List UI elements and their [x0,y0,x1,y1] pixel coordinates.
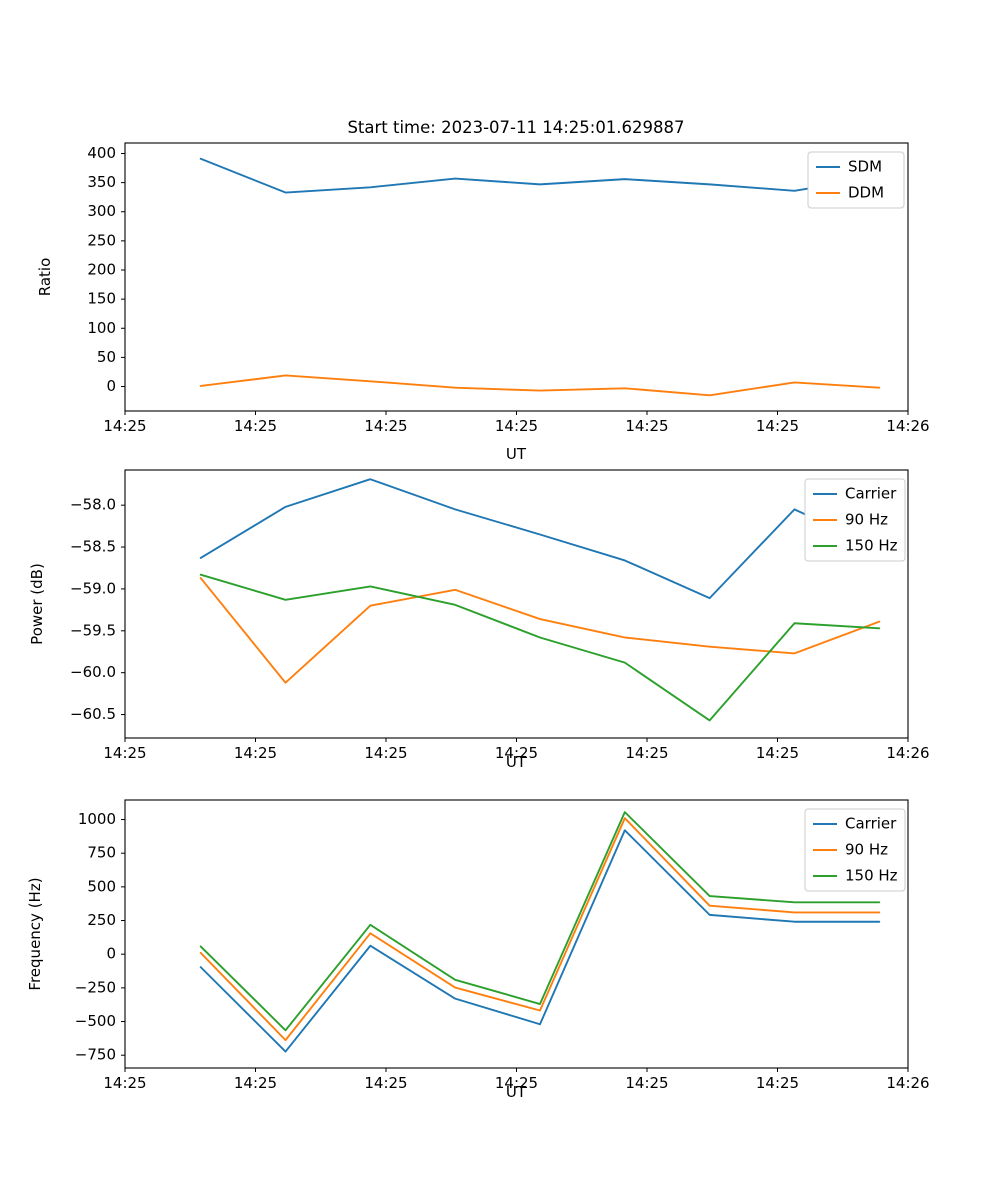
power-legend[interactable]: Carrier 90 Hz 150 Hz [804,478,906,562]
ratio-y-tick-label: 50 [97,348,116,366]
power-legend-label-90-hz: 90 Hz [845,511,888,529]
ratio-subplot: Start time: 2023-07-11 14:25:01.629887 0… [0,110,1000,470]
frequency-legend-label-carrier: Carrier [845,815,897,833]
ratio-series-sdm [199,157,881,194]
ratio-x-axis-label: UT [506,445,527,463]
ratio-y-tick-label: 400 [87,144,116,162]
ratio-y-tick-label: 250 [87,231,116,249]
power-series-carrier [199,478,881,600]
frequency-y-tick-label: 0 [106,945,116,963]
frequency-y-tick-label: 250 [87,911,116,929]
ratio-legend-label-ddm: DDM [848,184,884,202]
power-series-150-hz [199,573,881,722]
frequency-y-tick-label: −750 [75,1046,116,1064]
ratio-x-tick-label: 14:25 [103,417,146,435]
ratio-y-tick-label: 150 [87,290,116,308]
frequency-x-tick-label: 14:25 [495,1074,538,1092]
ratio-series-group [199,157,881,397]
power-y-tick-label: −59.5 [70,621,116,639]
ratio-x-tick-label: 14:25 [495,417,538,435]
frequency-x-tick-label: 14:25 [756,1074,799,1092]
power-series-90-hz [199,577,881,684]
ratio-y-tick-label: 200 [87,261,116,279]
power-x-axis-label: UT [506,753,527,771]
ratio-legend[interactable]: SDM DDM [807,151,905,209]
frequency-x-tick-label: 14:26 [886,1074,929,1092]
ratio-x-ticks: 14:25 14:25 14:25 14:25 14:25 14:25 14:26 [103,411,930,435]
power-x-tick-label: 14:26 [886,744,929,762]
ratio-x-tick-label: 14:25 [364,417,407,435]
power-x-tick-label: 14:25 [234,744,277,762]
power-y-tick-label: −60.5 [70,705,116,723]
frequency-y-tick-label: 1000 [78,810,116,828]
frequency-y-tick-label: 500 [87,877,116,895]
power-subplot: −60.5 −60.0 −59.5 −59.0 −58.5 −58.0 14:25 14:2… [0,440,1000,780]
power-x-tick-label: 14:25 [756,744,799,762]
frequency-series-group [199,811,881,1053]
frequency-y-tick-label: 750 [87,844,116,862]
frequency-legend-label-90-hz: 90 Hz [845,841,888,859]
power-legend-label-150-hz: 150 Hz [845,537,898,555]
frequency-subplot: −750 −500 −250 0 250 500 750 1000 14:25 14:25 14:… [0,765,1000,1145]
ratio-x-tick-label: 14:25 [625,417,668,435]
frequency-legend-label-150-hz: 150 Hz [845,867,898,885]
frequency-y-ticks: −750 −500 −250 0 250 500 750 1000 [75,810,125,1064]
ratio-y-tick-label: 100 [87,319,116,337]
power-y-axis-label: Power (dB) [28,563,46,645]
ratio-plot-svg: Start time: 2023-07-11 14:25:01.629887 0… [36,118,930,463]
frequency-axes-frame [124,799,909,1069]
ratio-y-tick-label: 300 [87,202,116,220]
frequency-x-tick-label: 14:25 [625,1074,668,1092]
ratio-x-tick-label: 14:25 [234,417,277,435]
power-axes-frame [124,469,909,739]
frequency-series-150-hz [199,811,881,1032]
power-series-group [199,478,881,722]
ratio-y-axis-label: Ratio [36,258,54,297]
ratio-x-tick-label: 14:25 [756,417,799,435]
power-y-ticks: −60.5 −60.0 −59.5 −59.0 −58.5 −58.0 [70,496,125,723]
frequency-series-90-hz [199,817,881,1042]
ratio-x-tick-label: 14:26 [886,417,929,435]
power-x-tick-label: 14:25 [495,744,538,762]
frequency-x-axis-label: UT [506,1083,527,1101]
power-y-tick-label: −59.0 [70,579,116,597]
frequency-y-axis-label: Frequency (Hz) [26,877,44,990]
ratio-legend-label-sdm: SDM [848,158,882,176]
power-y-tick-label: −58.0 [70,496,116,514]
ratio-y-tick-label: 350 [87,173,116,191]
power-legend-label-carrier: Carrier [845,485,897,503]
power-x-ticks: 14:25 14:25 14:25 14:25 14:25 14:25 14:26 [103,738,930,762]
figure-title: Start time: 2023-07-11 14:25:01.629887 [347,118,684,137]
frequency-x-ticks: 14:25 14:25 14:25 14:25 14:25 14:25 14:26 [103,1068,930,1092]
frequency-y-tick-label: −250 [75,978,116,996]
frequency-legend[interactable]: Carrier 90 Hz 150 Hz [804,808,906,892]
power-plot-svg: −60.5−60.0−59.5−59.0−58.5−58.0 14:25 14:2… [28,469,930,771]
frequency-y-tick-label: −500 [75,1012,116,1030]
frequency-x-tick-label: 14:25 [103,1074,146,1092]
ratio-y-ticks: 0 50 100 150 200 250 300 350 400 [87,144,125,395]
ratio-y-tick-label: 0 [106,377,116,395]
frequency-x-tick-label: 14:25 [364,1074,407,1092]
ratio-series-ddm [199,374,881,397]
power-y-tick-label: −58.5 [70,538,116,556]
power-x-tick-label: 14:25 [625,744,668,762]
power-x-tick-label: 14:25 [103,744,146,762]
frequency-series-carrier [199,829,881,1053]
power-y-tick-label: −60.0 [70,663,116,681]
power-x-tick-label: 14:25 [364,744,407,762]
frequency-x-tick-label: 14:25 [234,1074,277,1092]
